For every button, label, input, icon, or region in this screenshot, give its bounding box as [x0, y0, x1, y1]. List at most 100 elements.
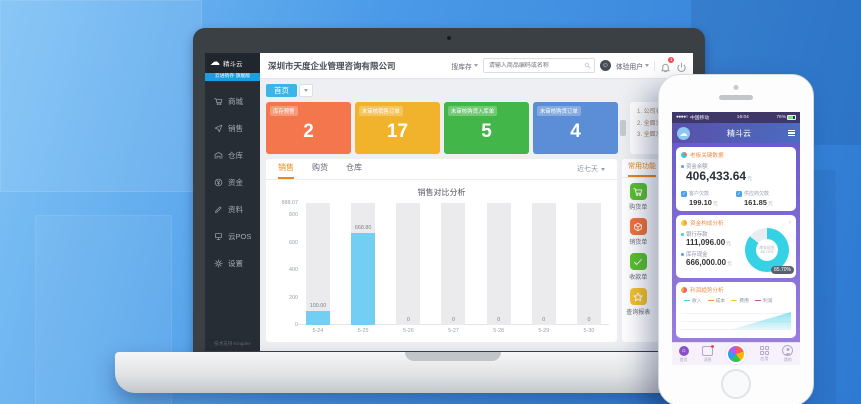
app-logo[interactable]: ☁ 精斗云 — [205, 53, 260, 73]
legend-label: 收入 — [692, 299, 702, 304]
stat-card[interactable]: 未审核购货入库单 5 — [444, 102, 529, 154]
battery-percent: 76% — [776, 115, 786, 120]
logout-power-icon[interactable] — [676, 60, 687, 72]
stat-card-label: 未审核销售订单 — [359, 106, 403, 116]
user-dropdown[interactable]: 体验用户 — [616, 61, 649, 71]
bar-slots: 100.00 5-24 668.80 5-25 0 5-26 0 5-27 0 5-28 0 5-29… — [302, 203, 605, 334]
coin-icon — [214, 178, 223, 187]
sidebar-item-资料[interactable]: 资料 — [205, 196, 260, 223]
legend-swatch — [731, 299, 738, 302]
tab-dropdown-button[interactable] — [299, 84, 313, 97]
stat-card-value: 5 — [481, 121, 492, 142]
stat-card[interactable]: 库存预警 2 — [266, 102, 351, 154]
gear-icon — [214, 259, 223, 268]
x-tick-label: 5-28 — [493, 328, 505, 334]
sidebar-item-仓库[interactable]: 仓库 — [205, 142, 260, 169]
search-input[interactable] — [486, 61, 584, 70]
sidebar-item-云POS[interactable]: 云POS — [205, 223, 260, 250]
phone-home-button[interactable] — [721, 369, 751, 399]
bar-track — [396, 203, 421, 325]
chevron-down-icon — [473, 64, 478, 67]
sidebar-item-label: 销售 — [228, 124, 243, 133]
bar-5-28: 0 5-28 — [486, 203, 511, 334]
funds-composition-card[interactable]: 资金构成分析 › 银行存款 111,096.00元 库存现金 666,000.0… — [676, 215, 796, 278]
stat-card-label: 未审核购货订单 — [537, 106, 581, 116]
quick-action-label: 收款单 — [629, 275, 648, 281]
header-controls: 搜库存 ☺ 体验用户 1 — [451, 57, 687, 73]
unit-label: 元 — [747, 177, 752, 182]
bar-value-label: 0 — [542, 317, 546, 323]
chevron-right-icon: › — [788, 219, 791, 226]
sidebar-footer: 技术支持·Kingdee — [214, 341, 251, 346]
sidebar-item-label: 仓库 — [228, 151, 243, 160]
avatar[interactable]: ☺ — [599, 60, 611, 71]
sidebar-item-资金[interactable]: 资金 — [205, 169, 260, 196]
x-tick-label: 5-30 — [583, 328, 595, 334]
legend-成本: 成本 — [707, 297, 725, 304]
tab-center-action[interactable] — [726, 344, 747, 364]
cards-carousel-arrow[interactable] — [620, 120, 626, 136]
fund-balance-value: 406,433.64元 — [681, 170, 791, 186]
stat-card-label: 库存预警 — [270, 106, 298, 116]
chart-tab-销售[interactable]: 销售 — [278, 159, 294, 179]
tab-messages[interactable]: 消息 — [702, 344, 715, 363]
legend-label: 费用 — [739, 299, 749, 304]
tab-profile[interactable]: 我的 — [782, 345, 794, 363]
sidebar-item-销售[interactable]: 销售 — [205, 115, 260, 142]
quick-action-tile — [629, 288, 647, 305]
search-icon[interactable] — [584, 62, 591, 69]
stat-cards: 库存预警 2 未审核销售订单 17 未审核购货入库单 5 未审核购货订单 4 — [266, 102, 618, 154]
bar-5-29: 0 5-29 — [531, 203, 556, 334]
legend-利润: 利润 — [754, 297, 772, 304]
sidebar-item-设置[interactable]: 设置 — [205, 250, 260, 277]
phone-screen: ●●●●○ 中国移动 16:04 76% ☁ 精斗云 老板关键数据 — [672, 112, 800, 365]
search-category-dropdown[interactable]: 搜库存 — [451, 61, 478, 71]
quick-action-查询报表[interactable]: 查询报表 — [626, 288, 650, 316]
y-tick-label: 0 — [295, 322, 298, 328]
date-range-dropdown[interactable]: 近七天 — [577, 164, 605, 174]
quick-action-收款单[interactable]: 收款单 — [629, 253, 647, 281]
supplier-debt-col: ✓ 供应商欠款 161.85元 — [736, 190, 773, 207]
tab-home[interactable]: 首页 — [266, 84, 297, 97]
tab-apps[interactable]: 应用 — [759, 346, 769, 362]
phone-status-bar: ●●●●○ 中国移动 16:04 76% — [672, 112, 800, 123]
home-icon: ⌂ — [678, 345, 689, 356]
chart-tab-仓库[interactable]: 仓库 — [346, 163, 362, 172]
clock-badge-icon — [681, 220, 687, 226]
quick-action-tile — [629, 218, 647, 235]
grid-icon — [759, 346, 769, 355]
stat-card[interactable]: 未审核购货订单 4 — [533, 102, 618, 154]
hamburger-menu-icon[interactable] — [788, 129, 795, 137]
debt-columns: ✓ 客户欠款 199.10元 ✓ 供应商欠款 161.85元 — [681, 190, 791, 207]
tab-home[interactable]: ⌂ 首页 — [678, 345, 689, 362]
fund-balance-label: 资金余额 — [686, 164, 708, 170]
sidebar-item-label: 设置 — [228, 259, 243, 268]
sidebar: ☁ 精斗云 云进销存·旗舰版 商城 销售 仓库 资金 资料 云POS 设置 技术支持·Kin… — [205, 53, 260, 351]
phone-cloud-logo[interactable]: ☁ — [677, 126, 690, 140]
bar-value-label: 0 — [587, 317, 591, 323]
quick-action-购货单[interactable]: 购货单 — [629, 183, 647, 211]
notification-bell-icon[interactable]: 1 — [660, 57, 674, 73]
profit-trend-card[interactable]: 利润趋势分析 收入 成本 费用 利润 — [676, 282, 796, 338]
bar-track — [531, 203, 556, 325]
background-box — [0, 0, 202, 192]
notification-badge: 1 — [668, 57, 674, 63]
legend-swatch — [684, 299, 690, 302]
chart-panel-tabs: 销售 购货 仓库 近七天 — [266, 159, 617, 180]
quick-action-label: 购货单 — [629, 205, 648, 211]
supplier-debt-label: 供应商欠款 — [744, 191, 770, 197]
chart-tab-购货[interactable]: 购货 — [312, 163, 328, 172]
quick-action-销货单[interactable]: 销货单 — [629, 218, 647, 246]
stat-card[interactable]: 未审核销售订单 17 — [355, 102, 440, 154]
sidebar-item-商城[interactable]: 商城 — [205, 88, 260, 115]
key-data-card[interactable]: 老板关键数据 资金余额 406,433.64元 ✓ 客户欠款 199.10元 — [676, 147, 796, 211]
x-tick-label: 5-26 — [402, 328, 414, 334]
trend-card-title: 利润趋势分析 — [690, 288, 724, 294]
customer-debt-col: ✓ 客户欠款 199.10元 — [681, 190, 718, 207]
dashboard-app: ☁ 精斗云 云进销存·旗舰版 商城 销售 仓库 资金 资料 云POS 设置 技术支持·Kin… — [205, 53, 693, 351]
quick-tab-常用功能[interactable]: 常用功能 — [628, 159, 656, 177]
search-box — [482, 58, 595, 73]
page-tabs: 首页 — [266, 84, 687, 97]
trend-card-header: 利润趋势分析 — [681, 286, 791, 294]
